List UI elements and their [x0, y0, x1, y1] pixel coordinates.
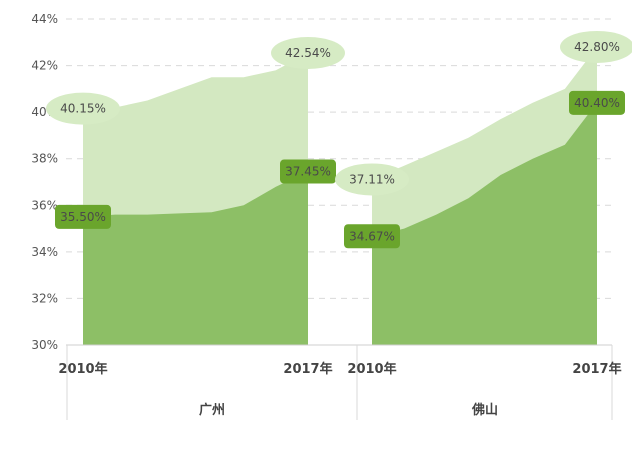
- data-label-box: [569, 90, 625, 115]
- y-tick-label: 36%: [31, 198, 58, 212]
- data-label-bubble: [560, 30, 632, 63]
- data-label-box: [55, 204, 111, 229]
- y-tick-label: 30%: [31, 338, 58, 352]
- x-tick-label: 2017年: [283, 361, 332, 377]
- group-label: 广州: [199, 402, 225, 418]
- data-label: 37.11%: [349, 172, 395, 186]
- y-tick-label: 32%: [31, 291, 58, 305]
- x-tick-label: 2010年: [347, 361, 396, 377]
- data-label-box: [280, 159, 336, 184]
- data-label-bubble: [271, 36, 345, 69]
- data-label: 42.54%: [285, 46, 331, 60]
- group-label: 佛山: [471, 402, 498, 418]
- x-tick-label: 2017年: [572, 361, 621, 377]
- area-广州-1: [83, 171, 308, 345]
- data-labels: 40.15% 42.54% 35.50% 37.45% 37.11% 42.80% 34.6…: [46, 30, 632, 249]
- area-series: [83, 46, 597, 346]
- x-tick-label: 2010年: [58, 361, 107, 377]
- y-tick-label: 44%: [31, 12, 58, 26]
- y-tick-label: 38%: [31, 152, 58, 166]
- data-label: 40.15%: [60, 102, 106, 116]
- data-label: 37.45%: [285, 165, 331, 179]
- data-label-bubble: [335, 163, 409, 196]
- data-label-box: [344, 224, 400, 249]
- y-tick-label: 42%: [31, 59, 58, 73]
- data-label: 42.80%: [574, 40, 620, 54]
- data-label: 40.40%: [574, 96, 620, 110]
- data-label: 34.67%: [349, 229, 395, 243]
- data-label: 35.50%: [60, 210, 106, 224]
- data-label-bubble: [46, 92, 120, 125]
- area-佛山-1: [372, 102, 597, 345]
- y-axis: 30%32%34%36%38%40%42%44%: [31, 12, 58, 352]
- y-tick-label: 34%: [31, 245, 58, 259]
